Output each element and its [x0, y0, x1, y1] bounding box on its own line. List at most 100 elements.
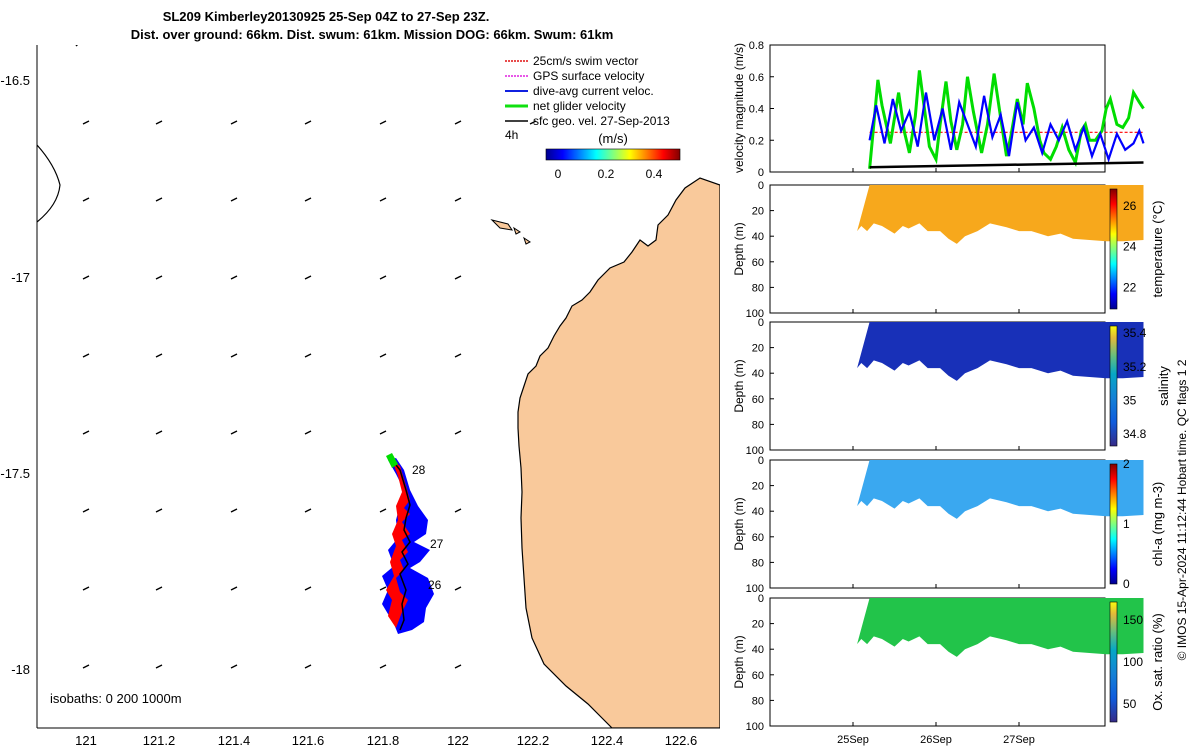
depth-tick-label: 80: [752, 282, 764, 294]
velocity-line-geo: [869, 161, 1144, 169]
colorbar-tick-label: 24: [1123, 240, 1137, 254]
geo-vector-arrow: [82, 197, 90, 202]
colorbar-salinity: [1109, 325, 1118, 447]
depth-section-fill: [857, 185, 1144, 244]
colorbar-tick-label: 26: [1123, 199, 1137, 213]
time-tick-label: 27Sep: [1003, 734, 1035, 746]
map-panel: 28 27 26 -16.5 -17 -17.5 -18 121 121.2 1…: [0, 45, 720, 748]
day-label-27: 27: [430, 537, 444, 551]
lon-tick-label: 121.2: [143, 733, 176, 748]
colorbar-tick-label: 150: [1123, 613, 1143, 627]
colorbar-tick-label: 0: [1123, 577, 1130, 591]
velocity-y-tick-label: 0: [758, 167, 764, 179]
depth-section-fill: [857, 322, 1144, 381]
colorbar-label-oxygen: Ox. sat. ratio (%): [1150, 613, 1165, 711]
geo-vector-arrow: [155, 664, 163, 669]
geo-vector-arrow: [82, 353, 90, 358]
legend-extra-4h: 4h: [505, 128, 518, 142]
depth-ylabel: Depth (m): [732, 222, 746, 275]
geo-vector-arrow: [454, 430, 462, 435]
geo-vector-arrow: [155, 586, 163, 591]
isobaths-label: isobaths: 0 200 1000m: [50, 691, 182, 706]
geo-vector-arrow: [454, 508, 462, 513]
geo-vector-arrow: [379, 586, 387, 591]
depth-tick-label: 40: [752, 644, 764, 656]
lat-tick-label: -17: [11, 270, 30, 285]
geo-vector-arrow: [155, 430, 163, 435]
geo-vector-arrow: [230, 120, 238, 125]
geo-vector-arrow: [82, 508, 90, 513]
day-label-26: 26: [428, 578, 442, 592]
geo-vector-arrow: [155, 197, 163, 202]
geo-vector-arrow: [454, 275, 462, 280]
depth-tick-label: 20: [752, 481, 764, 493]
colorbar-tick-label: 22: [1123, 280, 1137, 294]
depth-tick-label: 20: [752, 343, 764, 355]
geo-vector-arrow: [304, 275, 312, 280]
lon-tick-label: 121: [75, 733, 97, 748]
lat-tick-label: -18: [11, 662, 30, 677]
depth-tick-label: 100: [746, 445, 764, 457]
depth-tick-label: 0: [758, 317, 764, 329]
colorbar-tick-label: 100: [1123, 655, 1143, 669]
colorbar-tick-label: 50: [1123, 697, 1137, 711]
velocity-line-current: [868, 92, 1145, 163]
depth-tick-label: 40: [752, 506, 764, 518]
lon-tick-label: 122.4: [591, 733, 624, 748]
geo-vector-arrow: [304, 430, 312, 435]
depth-tick-label: 100: [746, 721, 764, 733]
depth-tick-label: 100: [746, 308, 764, 320]
geo-vector-arrow: [304, 586, 312, 591]
lon-tick-label: 121.4: [218, 733, 251, 748]
geo-vector-arrow: [304, 120, 312, 125]
depth-tick-label: 60: [752, 532, 764, 544]
current-velocity-envelope: [382, 458, 434, 634]
colorbar-label: (m/s): [598, 131, 628, 146]
colorbar-tick-label: 35: [1123, 393, 1137, 407]
depth-panel-salinity: 0 20 40 60 80 100 Depth (m) 34.8 35 35.2 35.4 salin…: [732, 317, 1171, 457]
legend-label-current: dive-avg current veloc.: [533, 84, 654, 98]
depth-tick-label: 80: [752, 557, 764, 569]
swim-vector-envelope: [386, 460, 410, 628]
depth-ylabel: Depth (m): [732, 359, 746, 412]
colorbar-temperature: [1109, 188, 1118, 310]
colorbar-tick-label: 35.2: [1123, 360, 1147, 374]
lat-tick-label: -17.5: [0, 466, 30, 481]
geo-vector-arrow: [155, 353, 163, 358]
colorbar-tick: 0.2: [598, 167, 615, 181]
net-track-line: [391, 459, 411, 631]
glider-track: 28 27 26: [382, 453, 444, 634]
colorbar-tick-label: 34.8: [1123, 427, 1147, 441]
geo-vector-arrow: [379, 353, 387, 358]
geo-vector-arrow: [379, 197, 387, 202]
island-1: [490, 219, 514, 231]
depth-tick-label: 0: [758, 180, 764, 192]
island-2: [513, 226, 521, 235]
geo-vector-arrow: [230, 275, 238, 280]
depth-tick-label: 60: [752, 394, 764, 406]
island-3: [523, 236, 531, 245]
speed-colorbar: [545, 148, 681, 161]
geo-vector-arrow: [304, 508, 312, 513]
geo-vector-arrow: [230, 353, 238, 358]
lon-tick-label: 121.8: [367, 733, 400, 748]
depth-panel-temperature: 0 20 40 60 80 100 Depth (m) 22 24 26 temperature (…: [732, 180, 1165, 320]
geo-vector-arrow: [454, 586, 462, 591]
depth-section-fill: [857, 460, 1144, 519]
colorbar-label-chl-a: chl-a (mg m-3): [1150, 482, 1165, 567]
depth-tick-label: 60: [752, 257, 764, 269]
depth-ylabel: Depth (m): [732, 497, 746, 550]
lon-tick-label: 122.2: [517, 733, 550, 748]
depth-tick-label: 40: [752, 368, 764, 380]
geostrophic-vector-field: [75, 45, 537, 669]
geo-vector-arrow: [230, 586, 238, 591]
lon-tick-label: 122.6: [665, 733, 698, 748]
geo-vector-arrow: [379, 275, 387, 280]
geo-vector-arrow: [82, 430, 90, 435]
geo-vector-arrow: [230, 430, 238, 435]
time-axis-labels: 25Sep 26Sep 27Sep: [837, 734, 1035, 746]
colorbar-tick-label: 35.4: [1123, 326, 1147, 340]
geo-vector-arrow: [304, 353, 312, 358]
geo-vector-arrow: [379, 120, 387, 125]
legend-label-geo: sfc geo. vel. 27-Sep-2013: [533, 114, 670, 128]
